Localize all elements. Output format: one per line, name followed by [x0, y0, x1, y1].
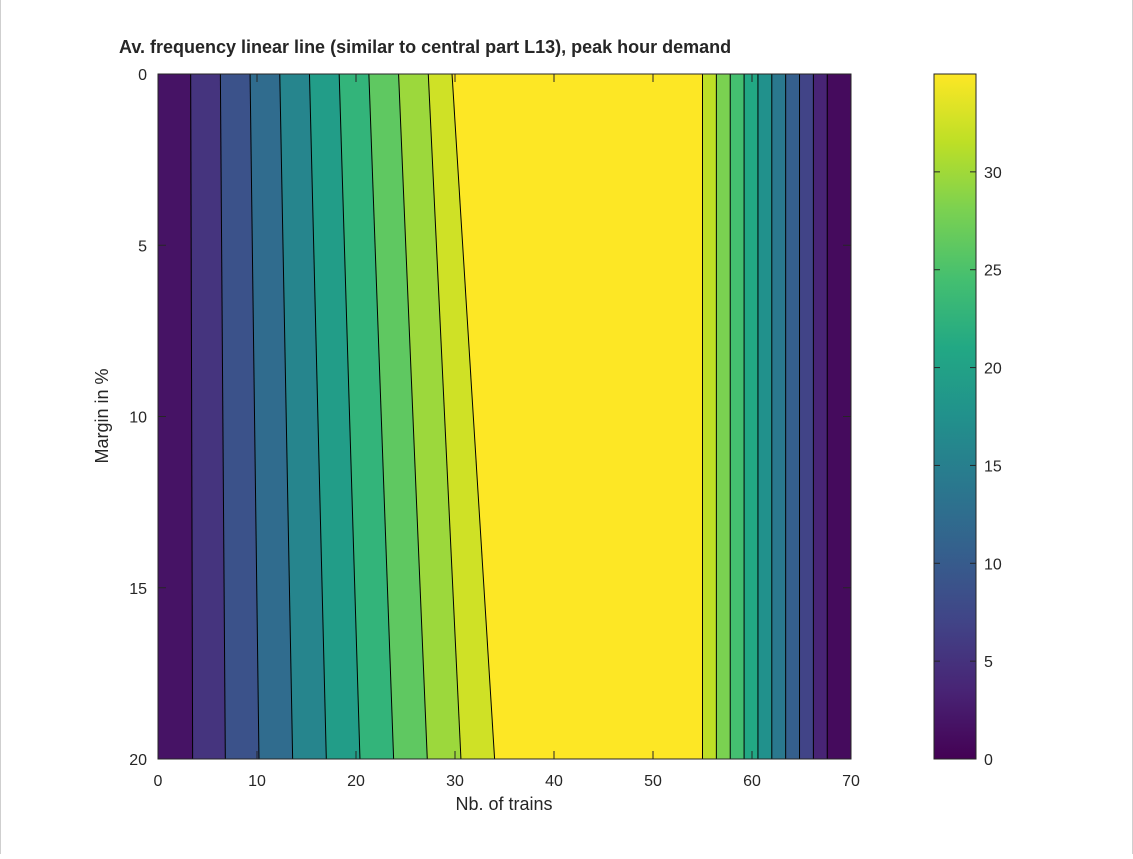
contour-band-12 — [702, 73, 717, 760]
contour-line-3 — [249, 73, 260, 760]
colorbar-ticks: 0 5 10 15 20 25 30 — [934, 165, 1002, 769]
contour-line-10 — [451, 73, 496, 760]
contour-band-14 — [729, 73, 745, 760]
contour-bands — [157, 73, 852, 760]
figure-left-border — [0, 0, 1, 854]
contour-band-20 — [813, 73, 828, 760]
contour-line-4 — [279, 73, 294, 760]
y-axis-label: Margin in % — [92, 368, 112, 463]
contour-line-2 — [219, 73, 226, 760]
x-tick-label: 70 — [842, 773, 860, 790]
x-tick-label: 0 — [154, 773, 163, 790]
x-tick-label: 50 — [644, 773, 662, 790]
colorbar — [933, 73, 977, 760]
x-tick-label: 30 — [446, 773, 464, 790]
colorbar-tick-label: 10 — [984, 556, 1002, 573]
contour-lines — [190, 73, 828, 760]
x-tick-label: 60 — [743, 773, 761, 790]
y-axis-ticks: 0 5 10 15 20 — [129, 67, 851, 769]
x-tick-label: 40 — [545, 773, 563, 790]
y-tick-label: 20 — [129, 752, 147, 769]
colorbar-tick-label: 25 — [984, 263, 1002, 280]
colorbar-tick-label: 5 — [984, 654, 993, 671]
x-axis-ticks: 0 10 20 30 40 50 60 70 — [154, 74, 860, 790]
contour-band-2 — [190, 73, 226, 760]
contour-band-19 — [799, 73, 814, 760]
contour-line-5 — [308, 73, 327, 760]
contour-band-15 — [743, 73, 759, 760]
contour-line-6 — [338, 73, 361, 760]
colorbar-tick-label: 15 — [984, 458, 1002, 475]
colorbar-tick-label: 20 — [984, 361, 1002, 378]
x-tick-label: 10 — [248, 773, 266, 790]
y-tick-label: 10 — [129, 410, 147, 427]
x-tick-label: 20 — [347, 773, 365, 790]
y-tick-label: 15 — [129, 581, 147, 598]
contour-band-11 — [451, 73, 703, 760]
colorbar-tick-label: 0 — [984, 752, 993, 769]
contour-band-17 — [771, 73, 786, 760]
y-tick-label: 5 — [138, 238, 147, 255]
contour-line-9 — [427, 73, 462, 760]
contour-band-13 — [716, 73, 731, 760]
contour-band-18 — [785, 73, 800, 760]
contour-line-7 — [368, 73, 395, 760]
colorbar-tick-label: 30 — [984, 165, 1002, 182]
contour-line-8 — [398, 73, 428, 760]
contour-line-1 — [190, 73, 194, 760]
x-axis-label: Nb. of trains — [455, 794, 552, 814]
y-tick-label: 0 — [138, 67, 147, 84]
chart-title: Av. frequency linear line (similar to ce… — [119, 37, 731, 57]
contour-band-16 — [757, 73, 773, 760]
